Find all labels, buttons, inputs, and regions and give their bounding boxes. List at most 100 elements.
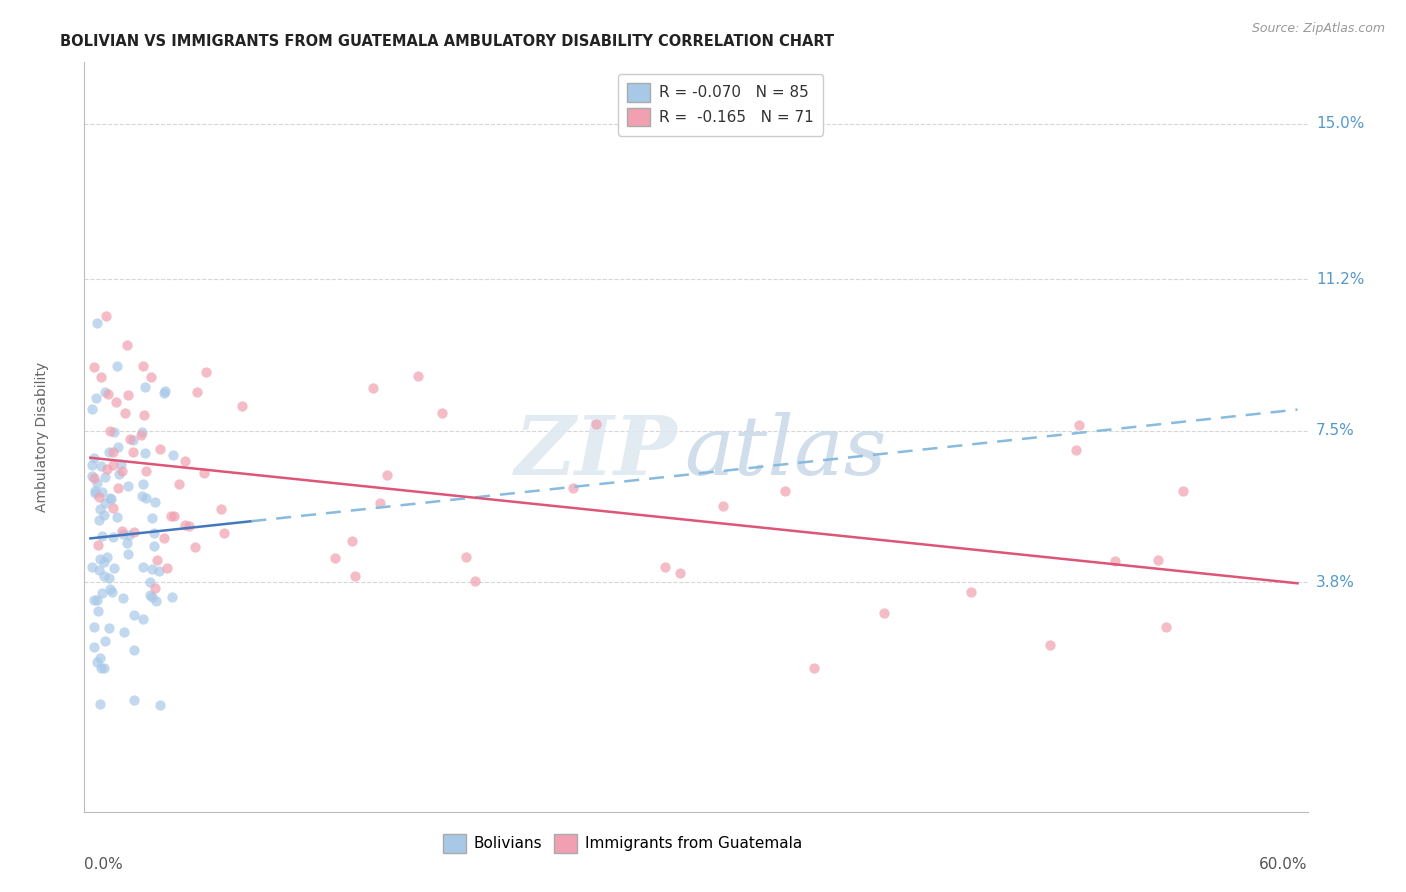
Point — [101, 585, 124, 599]
Point — [134, 408, 156, 422]
Point — [134, 380, 156, 394]
Point — [103, 560, 125, 574]
Point — [89, 551, 111, 566]
Point — [160, 590, 183, 604]
Point — [90, 370, 112, 384]
Point — [105, 359, 128, 373]
Text: 15.0%: 15.0% — [1316, 116, 1364, 131]
Point — [177, 518, 200, 533]
Point — [132, 476, 155, 491]
Point — [368, 495, 391, 509]
Point — [231, 400, 253, 414]
Point — [122, 607, 145, 622]
Point — [773, 483, 796, 498]
Point — [86, 317, 108, 331]
Point — [122, 693, 145, 707]
Point — [654, 560, 676, 574]
Text: Ambulatory Disability: Ambulatory Disability — [35, 362, 49, 512]
Point — [162, 448, 184, 462]
Point — [111, 464, 134, 478]
Point — [1171, 483, 1194, 498]
Point — [93, 568, 115, 582]
Point — [118, 432, 141, 446]
Point — [90, 585, 112, 599]
Point — [141, 511, 163, 525]
Point — [454, 550, 477, 565]
Point — [89, 490, 111, 504]
Point — [86, 476, 108, 491]
Point — [143, 581, 166, 595]
Point — [90, 458, 112, 473]
Point — [115, 338, 138, 352]
Point — [803, 661, 825, 675]
Text: BOLIVIAN VS IMMIGRANTS FROM GUATEMALA AMBULATORY DISABILITY CORRELATION CHART: BOLIVIAN VS IMMIGRANTS FROM GUATEMALA AM… — [60, 34, 834, 49]
Point — [711, 500, 734, 514]
Point — [82, 560, 104, 574]
Point — [82, 469, 104, 483]
Point — [103, 425, 125, 439]
Point — [153, 385, 176, 400]
Point — [117, 536, 139, 550]
Point — [139, 574, 162, 589]
Point — [91, 528, 114, 542]
Point — [94, 384, 117, 399]
Legend: Bolivians, Immigrants from Guatemala: Bolivians, Immigrants from Guatemala — [436, 826, 810, 860]
Point — [111, 524, 134, 538]
Point — [111, 526, 134, 541]
Point — [94, 309, 117, 323]
Point — [90, 661, 112, 675]
Point — [323, 551, 346, 566]
Point — [159, 508, 181, 523]
Point — [122, 643, 145, 657]
Point — [96, 462, 118, 476]
Point — [131, 425, 153, 440]
Point — [132, 560, 155, 574]
Point — [163, 508, 186, 523]
Point — [94, 633, 117, 648]
Point — [87, 513, 110, 527]
Point — [101, 445, 124, 459]
Point — [83, 359, 105, 374]
Point — [1066, 443, 1088, 458]
Point — [959, 584, 981, 599]
Point — [86, 655, 108, 669]
Point — [375, 468, 398, 483]
Point — [145, 593, 167, 607]
Point — [1039, 638, 1062, 652]
Point — [82, 458, 104, 472]
Point — [86, 537, 108, 551]
Point — [94, 495, 117, 509]
Point — [430, 406, 453, 420]
Point — [464, 574, 486, 589]
Point — [100, 491, 122, 505]
Point — [146, 553, 169, 567]
Point — [98, 582, 121, 597]
Text: 7.5%: 7.5% — [1316, 424, 1354, 439]
Point — [98, 424, 121, 438]
Point — [669, 566, 692, 580]
Point — [98, 621, 121, 635]
Point — [89, 651, 111, 665]
Point — [83, 620, 105, 634]
Point — [148, 564, 170, 578]
Point — [114, 406, 136, 420]
Point — [873, 607, 896, 621]
Point — [139, 370, 162, 384]
Point — [167, 476, 190, 491]
Point — [186, 384, 208, 399]
Point — [149, 442, 172, 456]
Point — [1154, 620, 1177, 634]
Point — [84, 486, 107, 500]
Point — [143, 525, 166, 540]
Point — [107, 481, 129, 495]
Text: 11.2%: 11.2% — [1316, 272, 1364, 287]
Text: Source: ZipAtlas.com: Source: ZipAtlas.com — [1251, 22, 1385, 36]
Point — [93, 508, 115, 523]
Point — [101, 458, 124, 472]
Point — [112, 624, 135, 639]
Point — [96, 550, 118, 565]
Point — [142, 539, 165, 553]
Point — [209, 502, 232, 516]
Point — [143, 495, 166, 509]
Point — [96, 386, 118, 401]
